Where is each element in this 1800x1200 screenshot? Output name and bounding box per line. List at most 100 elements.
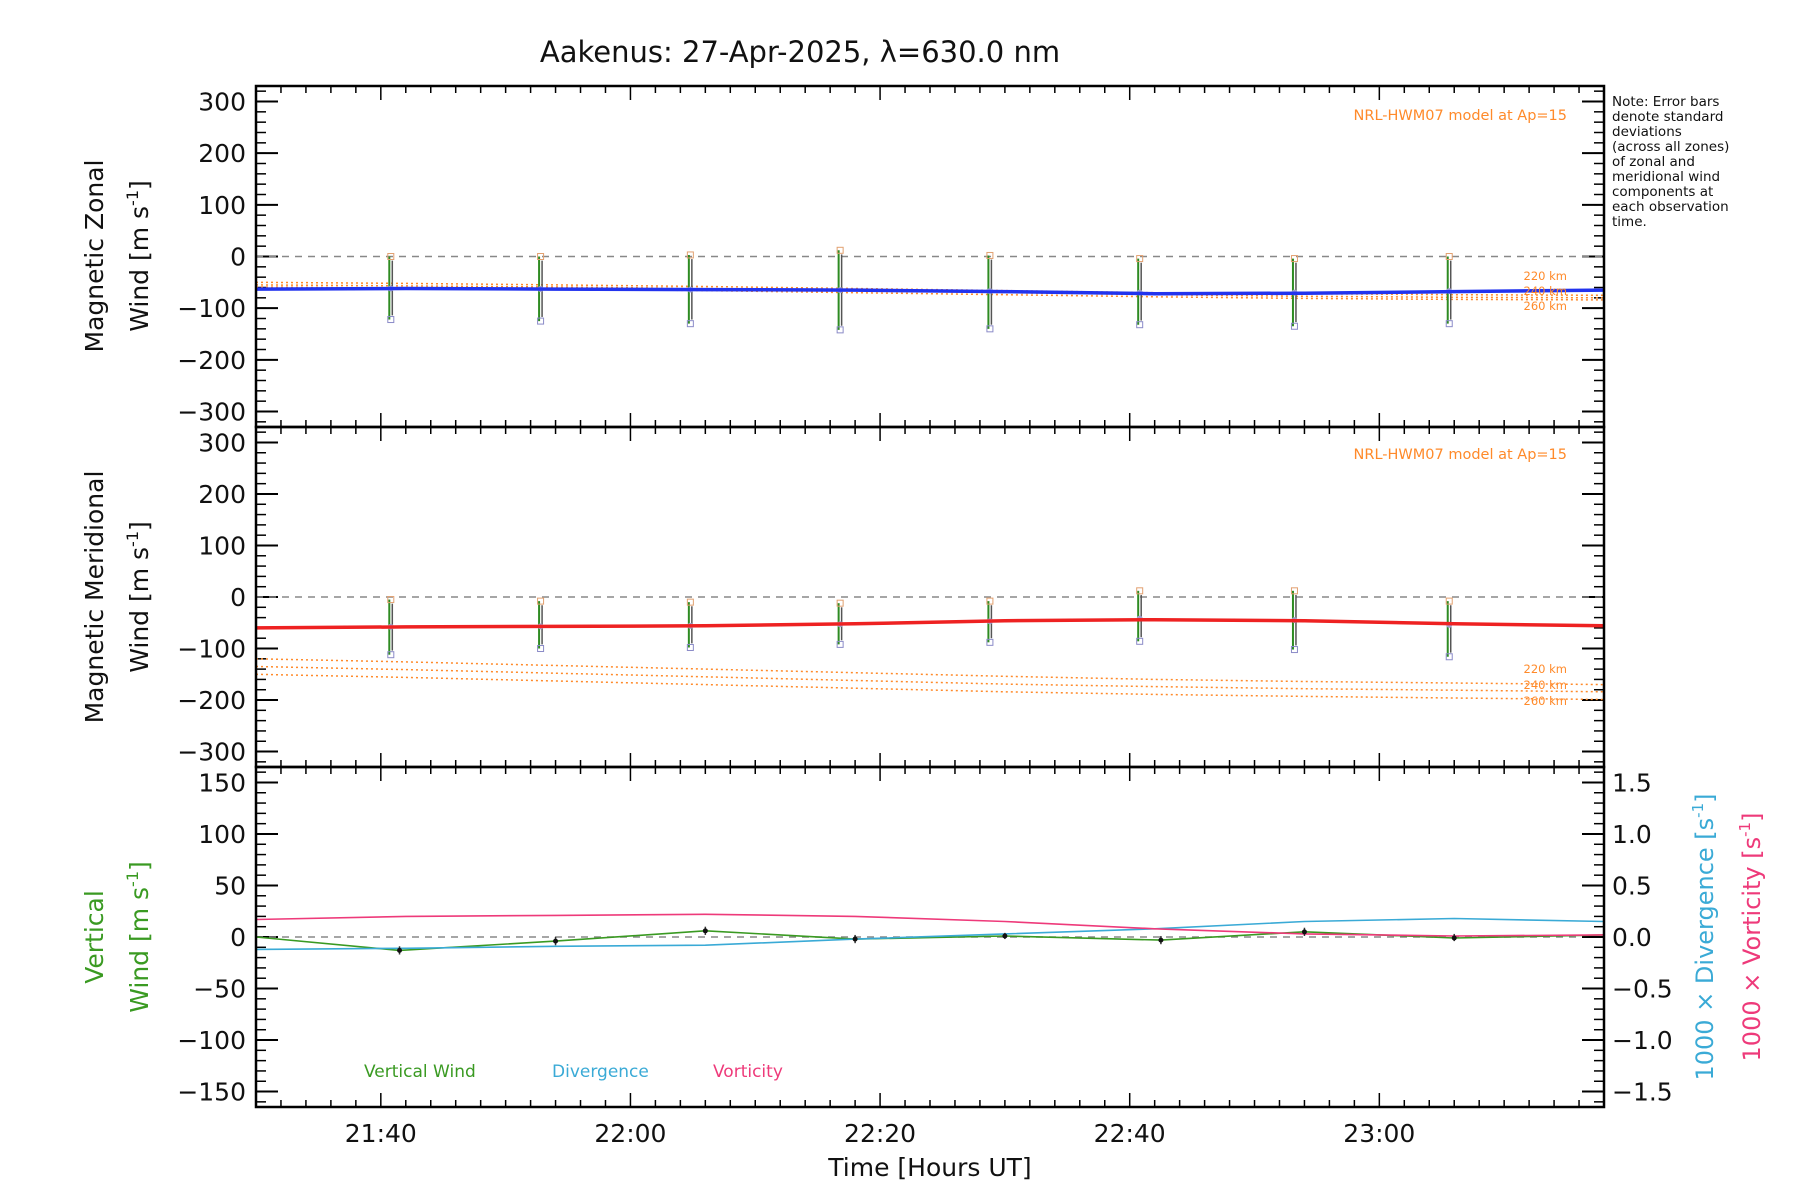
error-bar-marker xyxy=(1136,587,1144,595)
vertical-ylabel-text: Wind [m s xyxy=(125,887,154,1013)
error-bar-marker xyxy=(1290,255,1298,263)
data-point xyxy=(1451,935,1457,941)
error-bar-marker xyxy=(1136,321,1144,329)
y-tick-label: 0 xyxy=(230,583,246,612)
meridional-ylabel-close: ] xyxy=(125,521,154,531)
zonal-panel: 300 200 100 0 −100 −200 −300 Magnetic Zonal Wi… xyxy=(80,84,1606,429)
legend-divergence: Divergence xyxy=(552,1062,649,1082)
zonal-model-alt-240: 240 km xyxy=(1524,284,1567,298)
data-point xyxy=(1301,929,1307,935)
x-tick-label: 22:40 xyxy=(1094,1119,1166,1148)
zonal-ylabel-text: Wind [m s xyxy=(125,206,154,332)
series-line-vorticity xyxy=(255,913,1605,937)
meridional-model-alt-240: 240 km xyxy=(1524,678,1567,692)
y2-tick-label: 0.0 xyxy=(1612,923,1652,952)
zonal-ylabel-line2: Wind [m s-1] xyxy=(123,180,154,332)
vertical-plot-layer: 150 100 50 0 −50 −100 −150 1.5 1.0 0.5 0.0 −0.5 −1.0… xyxy=(177,767,1673,1148)
y-tick-label: 300 xyxy=(198,88,246,117)
error-bar-marker xyxy=(986,251,994,259)
legend-vorticity: Vorticity xyxy=(713,1062,783,1082)
error-bar-marker xyxy=(1136,255,1144,263)
zonal-model-alt-220: 220 km xyxy=(1524,269,1567,283)
vertical-ylabel-line2: Wind [m s-1] xyxy=(123,861,154,1013)
error-bar-marker xyxy=(1290,587,1298,595)
error-bar-marker xyxy=(836,246,844,254)
note-line: (across all zones) xyxy=(1612,139,1729,155)
y-tick-label: 0 xyxy=(230,243,246,272)
error-bar-marker xyxy=(986,638,994,646)
y2-tick-label: −1.0 xyxy=(1612,1026,1673,1055)
meridional-ylabel-line2: Wind [m s-1] xyxy=(123,521,154,673)
y-tick-label: 200 xyxy=(198,480,246,509)
error-bar-marker xyxy=(1445,253,1453,260)
error-bar-marker xyxy=(387,253,395,260)
y2-tick-label: 1.5 xyxy=(1612,768,1652,797)
x-tick-label: 22:20 xyxy=(844,1119,916,1148)
error-bar-marker xyxy=(1290,646,1298,654)
error-bar-marker xyxy=(537,317,545,325)
note-line: components at xyxy=(1612,184,1713,200)
data-point xyxy=(1158,937,1164,943)
meridional-ylabel-exp: -1 xyxy=(123,531,142,547)
vorticity-y2label-close: ] xyxy=(1738,813,1766,822)
error-bar-marker xyxy=(537,597,545,605)
x-tick-label: 22:00 xyxy=(594,1119,666,1148)
data-point xyxy=(553,938,559,944)
series-line-zonal xyxy=(255,286,1605,296)
meridional-model-label: NRL-HWM07 model at Ap=15 xyxy=(1354,447,1567,463)
error-bar-marker xyxy=(836,326,844,334)
meridional-ylabel-line1: Magnetic Meridional xyxy=(80,471,109,724)
vorticity-y2label-text: 1000 × Vorticity [s xyxy=(1738,837,1766,1062)
error-bar-marker xyxy=(686,320,694,328)
vertical-ylabel-close: ] xyxy=(125,861,154,871)
note-line: Note: Error bars xyxy=(1612,94,1719,110)
error-bar-marker xyxy=(1445,320,1453,328)
error-bar-marker xyxy=(986,325,994,333)
y-tick-label: −200 xyxy=(177,686,246,715)
zonal-ylabel-close: ] xyxy=(125,180,154,190)
y-tick-label: −100 xyxy=(177,294,246,323)
y-tick-label: −100 xyxy=(177,635,246,664)
y-tick-label: −300 xyxy=(177,398,246,427)
series-line-meridional xyxy=(255,617,1605,630)
x-tick-label: 23:00 xyxy=(1343,1119,1415,1148)
note-line: time. xyxy=(1612,214,1647,230)
data-point xyxy=(397,947,403,953)
error-bar-marker xyxy=(387,651,395,659)
y-tick-label: −300 xyxy=(177,738,246,767)
model-line-220-km xyxy=(255,658,1605,686)
y-tick-label: 0 xyxy=(230,923,246,952)
error-bar-marker xyxy=(537,253,545,260)
data-point xyxy=(1002,933,1008,939)
model-line-240-km xyxy=(255,665,1605,693)
y-tick-label: −150 xyxy=(177,1078,246,1107)
error-bar-marker xyxy=(387,316,395,324)
error-bar-marker xyxy=(836,599,844,607)
y-tick-label: −50 xyxy=(193,975,246,1004)
error-bar-marker xyxy=(986,597,994,605)
y-tick-label: −100 xyxy=(177,1026,246,1055)
divergence-y2label-exp: -1 xyxy=(1689,803,1707,818)
y-tick-label: −200 xyxy=(177,346,246,375)
zonal-ylabel-exp: -1 xyxy=(123,190,142,206)
error-bar-marker xyxy=(1445,597,1453,605)
error-bar-marker xyxy=(1445,653,1453,661)
zonal-plot-layer: 300 200 100 0 −100 −200 −300 xyxy=(177,86,1605,427)
meridional-model-alt-260: 260 km xyxy=(1524,694,1567,708)
error-bar-marker xyxy=(387,596,395,604)
meridional-plot-layer: 300 200 100 0 −100 −200 −300 xyxy=(177,427,1605,767)
vorticity-y2label-exp: -1 xyxy=(1736,822,1754,837)
note-line: denote standard xyxy=(1612,109,1723,125)
y2-tick-label: 1.0 xyxy=(1612,820,1652,849)
zonal-ylabel-line1: Magnetic Zonal xyxy=(80,160,109,353)
figure-title: Aakenus: 27-Apr-2025, λ=630.0 nm xyxy=(540,35,1060,69)
meridional-panel: 300 200 100 0 −100 −200 −300 Magnetic Meridion… xyxy=(80,425,1606,769)
note-line: of zonal and xyxy=(1612,154,1695,170)
error-bar-marker xyxy=(537,645,545,653)
note-line: meridional wind xyxy=(1612,169,1720,185)
y-tick-label: 100 xyxy=(198,820,246,849)
zonal-model-label: NRL-HWM07 model at Ap=15 xyxy=(1354,108,1567,124)
vertical-frame xyxy=(254,765,1606,1109)
y2-tick-label: −1.5 xyxy=(1612,1078,1673,1107)
